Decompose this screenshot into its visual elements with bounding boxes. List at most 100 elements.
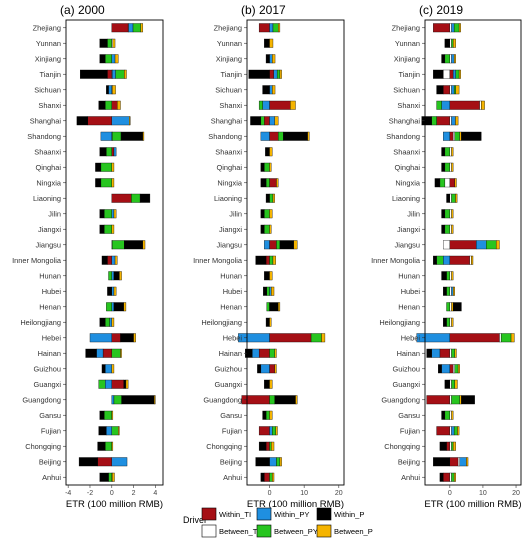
category-label: Hebei [223,333,243,342]
bar-segment [263,286,267,296]
bar-segment [111,333,121,343]
bar-segment [278,131,284,141]
bar-segment [466,457,469,467]
category-label: Xinjiang [394,54,420,63]
bar-segment [458,23,461,33]
category-label: Shandong [386,132,420,141]
bar-segment [258,426,270,436]
bar-segment [451,317,454,327]
bar-segment [449,286,452,296]
bar-segment [449,379,452,389]
panel-title: (c) 2019 [419,3,463,17]
bar-segment [433,69,444,79]
category-label: Shandong [27,132,61,141]
bar-segment [111,116,130,126]
bar-segment [140,23,144,33]
bar-segment [120,333,134,343]
bar-segment [451,38,454,48]
bar-segment [112,85,116,95]
bar-segment [111,302,115,312]
bar-segment [451,85,455,95]
bar-segment [108,85,112,95]
bar-segment [260,209,265,219]
bar-segment [449,85,452,95]
bar-segment [266,302,270,312]
bar-segment [283,131,308,141]
bar-segment [265,54,270,64]
panel-title: (a) 2000 [60,3,105,17]
bar-segment [131,193,141,203]
bar-segment [443,240,451,250]
legend-label-between_ti: Between_TI [219,527,260,536]
category-label: Hunan [398,271,420,280]
bar-segment [269,426,273,436]
category-label: Anhui [42,473,61,482]
x-tick-label: 20 [335,490,343,497]
bar-segment [124,240,144,250]
bar-segment [479,100,482,110]
x-axis-title: ETR (100 million RMB) [66,499,163,510]
bar-segment [446,317,451,327]
legend-swatch-between_ti [201,524,217,538]
bar-segment [112,69,116,79]
bar-segment [109,317,112,327]
category-label: Ningxia [217,178,243,187]
category-label: Hubei [401,287,421,296]
category-label: Shaanxi [215,147,242,156]
bar-segment [272,54,276,64]
bar-segment [105,54,112,64]
bar-segment [269,69,274,79]
bar-segment [500,333,512,343]
bar-segment [449,271,452,281]
category-label: Hubei [223,287,243,296]
bar-segment [120,131,144,141]
category-label: Gansu [398,411,420,420]
category-label: Anhui [401,473,420,482]
bar-segment [449,395,452,405]
category-label: Tianjin [221,70,243,79]
bar-segment [421,116,432,126]
category-label: Guizhou [214,364,242,373]
bar-segment [269,457,277,467]
bar-segment [111,193,132,203]
category-label: Guizhou [33,364,61,373]
category-label: Jilin [48,209,61,218]
bar-segment [106,302,112,312]
bar-segment [457,364,460,374]
category-label: Jilin [407,209,420,218]
category-label: Henan [398,302,420,311]
bar-segment [449,209,452,219]
bar-segment [265,441,270,451]
category-label: Guangdong [381,395,420,404]
bar-segment [444,147,451,157]
bar-segment [454,348,457,358]
category-label: Beijing [220,457,242,466]
bar-segment [269,193,274,203]
bar-segment [258,348,270,358]
bar-segment [113,147,117,157]
bar-segment [269,147,273,157]
category-label: Chongqing [206,442,242,451]
bar-segment [265,193,270,203]
bar-segment [125,379,129,389]
bar-segment [459,395,462,405]
bar-segment [449,472,452,482]
bar-segment [87,116,112,126]
x-tick-label: -4 [65,490,71,497]
bar-segment [258,100,263,110]
category-label: Liaoning [392,194,420,203]
category-label: Heilongjiang [379,318,420,327]
bar-segment [276,457,281,467]
bar-segment [111,348,121,358]
bar-segment [129,116,131,126]
legend-label-within_p: Within_P [334,510,364,519]
bar-segment [510,333,515,343]
bar-segment [446,302,451,312]
category-label: Shandong [208,132,242,141]
bar-segment [274,395,296,405]
bar-segment [107,38,112,48]
bar-segment [111,209,115,219]
category-label: Hebei [42,333,62,342]
bar-segment [438,364,442,374]
category-label: Inner Mongolia [371,256,421,265]
